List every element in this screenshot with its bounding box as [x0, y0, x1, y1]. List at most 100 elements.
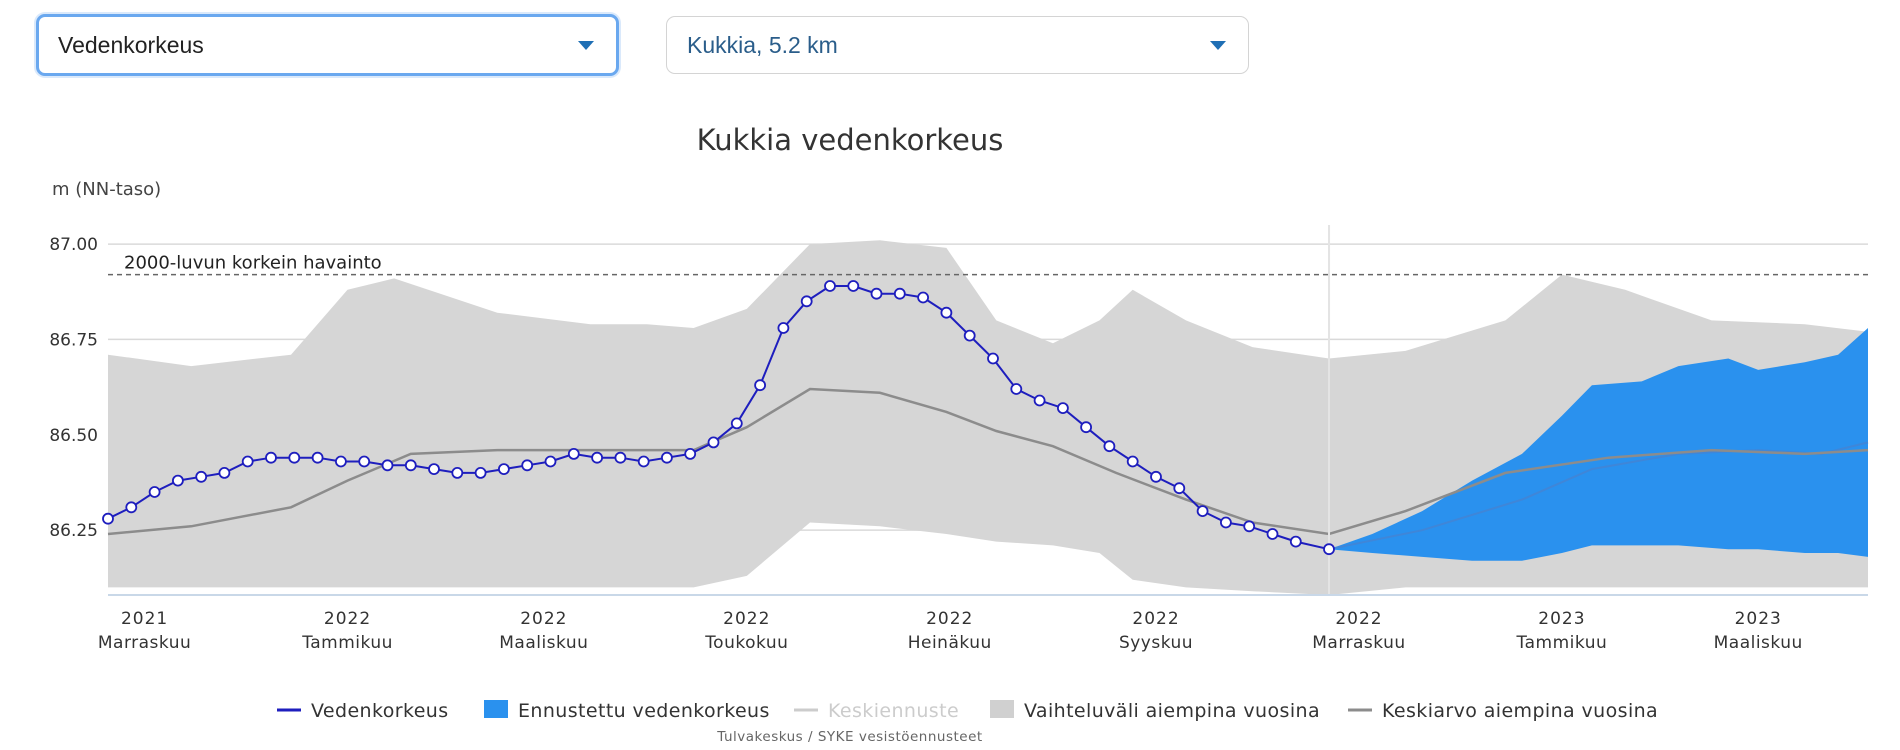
x-tick-year: 2023 — [1538, 609, 1585, 629]
observed-point — [637, 455, 650, 468]
x-tick-month: Heinäkuu — [908, 633, 992, 653]
y-tick-label: 87.00 — [49, 235, 98, 255]
observed-point — [567, 447, 580, 460]
legend-label: Keskiennuste — [828, 700, 959, 722]
x-tick-month: Marraskuu — [98, 633, 191, 653]
observed-point — [684, 447, 697, 460]
observed-point — [241, 455, 254, 468]
observed-point — [730, 417, 743, 430]
observed-point — [1243, 520, 1256, 533]
observed-point — [125, 501, 138, 514]
observed-point — [1289, 535, 1302, 548]
observed-point — [870, 287, 883, 300]
x-tick-year: 2021 — [121, 609, 168, 629]
average-line — [107, 387, 1869, 536]
observed-point — [1323, 543, 1335, 556]
chevron-down-icon — [1210, 41, 1226, 50]
observed-point — [544, 455, 557, 468]
x-tick-month: Tammikuu — [301, 633, 393, 653]
x-tick-year: 2023 — [1735, 609, 1782, 629]
x-tick-year: 2022 — [324, 609, 371, 629]
legend: Vedenkorkeus Ennustettu vedenkorkeus Keski… — [277, 700, 1658, 722]
observed-point — [171, 474, 184, 487]
observed-point — [1266, 528, 1279, 540]
observed-point — [1080, 421, 1092, 434]
y-axis-label: m (NN-taso) — [52, 179, 161, 200]
y-axis: 86.25 86.50 86.75 87.00 — [49, 235, 98, 541]
observed-point — [893, 287, 906, 300]
observed-point — [404, 459, 417, 472]
x-tick-month: Maaliskuu — [499, 633, 588, 653]
station-select-value: Kukkia, 5.2 km — [687, 31, 838, 58]
observed-point — [1010, 383, 1023, 395]
observed-point — [591, 451, 603, 464]
x-tick-year: 2022 — [926, 609, 973, 629]
measure-select-value: Vedenkorkeus — [58, 31, 204, 58]
x-tick-month: Toukokuu — [704, 633, 788, 653]
observed-point — [381, 459, 394, 472]
observed-point — [1103, 440, 1116, 453]
observed-point — [1033, 394, 1046, 407]
observed-point — [1173, 482, 1186, 495]
legend-swatch — [990, 700, 1014, 718]
observed-point — [428, 463, 440, 476]
observed-point — [358, 455, 371, 468]
y-tick-label: 86.75 — [49, 330, 98, 350]
legend-label: Keskiarvo aiempina vuosina — [1382, 700, 1658, 722]
historical-average-line — [107, 387, 1869, 536]
source-credit: Tulvakeskus / SYKE vesistöennusteet — [716, 729, 982, 745]
observed-point — [940, 306, 953, 319]
station-select[interactable]: Kukkia, 5.2 km — [666, 16, 1249, 74]
legend-label: Vedenkorkeus — [311, 700, 449, 722]
y-tick-label: 86.50 — [49, 426, 98, 446]
observed-point — [1196, 505, 1209, 518]
historical-range-area — [108, 240, 1868, 596]
observed-point — [1220, 516, 1232, 529]
x-tick-year: 2022 — [1335, 609, 1382, 629]
x-axis: 2021 Marraskuu 2022 Tammikuu 2022 Maaliskuu 20… — [98, 594, 1868, 653]
reference-line-label: 2000-luvun korkein havainto — [124, 253, 382, 274]
observed-point — [824, 280, 836, 292]
observed-point — [148, 486, 161, 498]
observed-series — [102, 280, 1335, 556]
observed-point — [1057, 402, 1069, 415]
observed-point — [218, 466, 231, 479]
x-tick-year: 2022 — [520, 609, 567, 629]
observed-point — [777, 322, 790, 334]
observed-point — [521, 459, 534, 472]
observed-point — [661, 451, 673, 464]
observed-point — [847, 280, 860, 292]
observed-point — [451, 466, 464, 479]
y-tick-label: 86.25 — [49, 521, 98, 541]
observed-point — [707, 436, 720, 449]
observed-point — [474, 466, 487, 479]
observed-point — [195, 470, 208, 483]
chevron-down-icon — [578, 41, 594, 50]
chart-title: Kukkia vedenkorkeus — [697, 123, 1004, 157]
x-tick-month: Maaliskuu — [1714, 633, 1803, 653]
observed-point — [288, 451, 301, 464]
observed-point — [497, 463, 510, 476]
observed-point — [265, 451, 277, 464]
legend-label: Vaihteluväli aiempina vuosina — [1024, 700, 1320, 722]
observed-point — [917, 291, 929, 304]
x-tick-year: 2022 — [1132, 609, 1179, 629]
reference-line: 2000-luvun korkein havainto — [108, 253, 1868, 276]
observed-point — [614, 451, 627, 464]
x-tick-year: 2022 — [723, 609, 770, 629]
legend-swatch — [484, 700, 508, 718]
measure-select[interactable]: Vedenkorkeus — [36, 14, 619, 76]
observed-point — [963, 329, 976, 342]
observed-point — [800, 295, 813, 308]
observed-point — [754, 379, 766, 392]
observed-point — [311, 451, 324, 464]
historical-range-band — [108, 240, 1868, 596]
legend-label: Ennustettu vedenkorkeus — [518, 700, 770, 722]
x-tick-month: Marraskuu — [1312, 633, 1405, 653]
observed-point — [987, 352, 999, 365]
observed-point — [1126, 455, 1139, 468]
x-tick-month: Syyskuu — [1119, 633, 1193, 653]
observed-point — [102, 512, 114, 525]
forecast-band — [1329, 328, 1868, 561]
